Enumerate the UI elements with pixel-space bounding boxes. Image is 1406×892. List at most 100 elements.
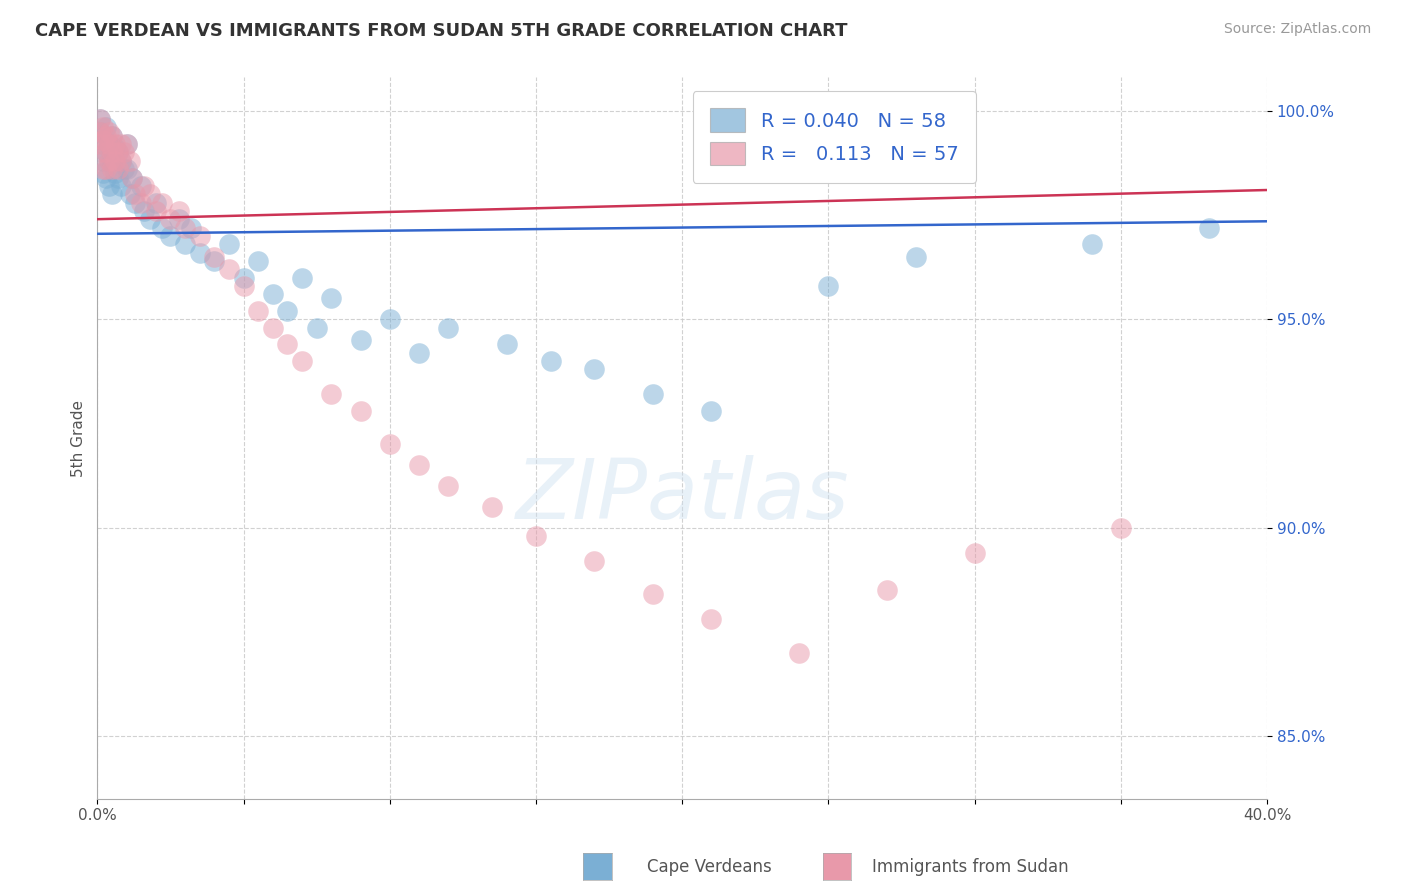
Point <box>89 137 111 152</box>
Point <box>118 187 141 202</box>
Point <box>378 437 401 451</box>
Point <box>963 546 986 560</box>
Point <box>408 458 430 473</box>
Point <box>89 125 111 139</box>
Point <box>905 250 928 264</box>
Point <box>321 292 343 306</box>
Point <box>101 145 124 160</box>
Point <box>145 195 167 210</box>
Point <box>94 120 117 135</box>
Point <box>115 162 138 177</box>
Point <box>98 137 121 152</box>
Point <box>91 166 114 180</box>
Point <box>262 287 284 301</box>
Point <box>408 345 430 359</box>
Point <box>91 153 114 168</box>
Point <box>134 178 156 193</box>
Point <box>700 404 723 418</box>
Point <box>89 112 111 127</box>
Point <box>91 133 114 147</box>
Point <box>115 137 138 152</box>
Point <box>1080 237 1102 252</box>
Point <box>159 228 181 243</box>
Point <box>876 583 898 598</box>
Point <box>94 162 117 177</box>
Point <box>817 279 839 293</box>
Point <box>437 479 460 493</box>
Point <box>276 304 298 318</box>
Point <box>94 170 117 185</box>
Point <box>94 145 117 160</box>
Point <box>101 162 124 177</box>
Point <box>188 245 211 260</box>
Text: CAPE VERDEAN VS IMMIGRANTS FROM SUDAN 5TH GRADE CORRELATION CHART: CAPE VERDEAN VS IMMIGRANTS FROM SUDAN 5T… <box>35 22 848 40</box>
Text: Immigrants from Sudan: Immigrants from Sudan <box>872 858 1069 876</box>
Point <box>94 145 117 160</box>
Point <box>540 354 562 368</box>
Point <box>291 354 314 368</box>
Point <box>101 153 124 168</box>
Point <box>291 270 314 285</box>
Point <box>174 237 197 252</box>
Point <box>276 337 298 351</box>
Point <box>110 153 132 168</box>
Point <box>524 529 547 543</box>
Point <box>129 178 152 193</box>
Point <box>98 153 121 168</box>
Point <box>112 145 135 160</box>
Point <box>378 312 401 326</box>
Point <box>180 220 202 235</box>
Point <box>124 187 146 202</box>
Text: Source: ZipAtlas.com: Source: ZipAtlas.com <box>1223 22 1371 37</box>
Point <box>188 228 211 243</box>
Point <box>167 212 190 227</box>
Point <box>91 120 114 135</box>
Point <box>349 333 371 347</box>
Point <box>262 320 284 334</box>
Point <box>134 203 156 218</box>
Point <box>110 137 132 152</box>
Point <box>124 195 146 210</box>
Point <box>174 220 197 235</box>
Point <box>150 220 173 235</box>
Point <box>101 128 124 143</box>
Point <box>98 178 121 193</box>
Point <box>107 145 129 160</box>
Point <box>107 162 129 177</box>
Point <box>118 153 141 168</box>
Point <box>583 554 606 568</box>
Point <box>89 112 111 127</box>
Point <box>232 279 254 293</box>
Point <box>91 145 114 160</box>
Point <box>481 500 503 514</box>
Point <box>247 253 270 268</box>
Point <box>218 237 240 252</box>
Point <box>232 270 254 285</box>
Point <box>112 162 135 177</box>
Point <box>129 195 152 210</box>
Point <box>110 153 132 168</box>
Point <box>98 137 121 152</box>
Point <box>641 587 664 601</box>
Point <box>121 170 143 185</box>
Point <box>107 145 129 160</box>
Point <box>107 170 129 185</box>
Point <box>202 253 225 268</box>
Point <box>121 170 143 185</box>
Legend: R = 0.040   N = 58, R =   0.113   N = 57: R = 0.040 N = 58, R = 0.113 N = 57 <box>693 91 976 183</box>
Point <box>139 212 162 227</box>
Point <box>349 404 371 418</box>
Point <box>218 262 240 277</box>
Point <box>139 187 162 202</box>
Point <box>115 137 138 152</box>
Point <box>89 125 111 139</box>
Point <box>787 646 810 660</box>
Point <box>98 125 121 139</box>
Point <box>1109 521 1132 535</box>
Point <box>150 195 173 210</box>
Point <box>305 320 328 334</box>
Point <box>101 187 124 202</box>
Point <box>91 137 114 152</box>
Point <box>437 320 460 334</box>
Point <box>110 178 132 193</box>
